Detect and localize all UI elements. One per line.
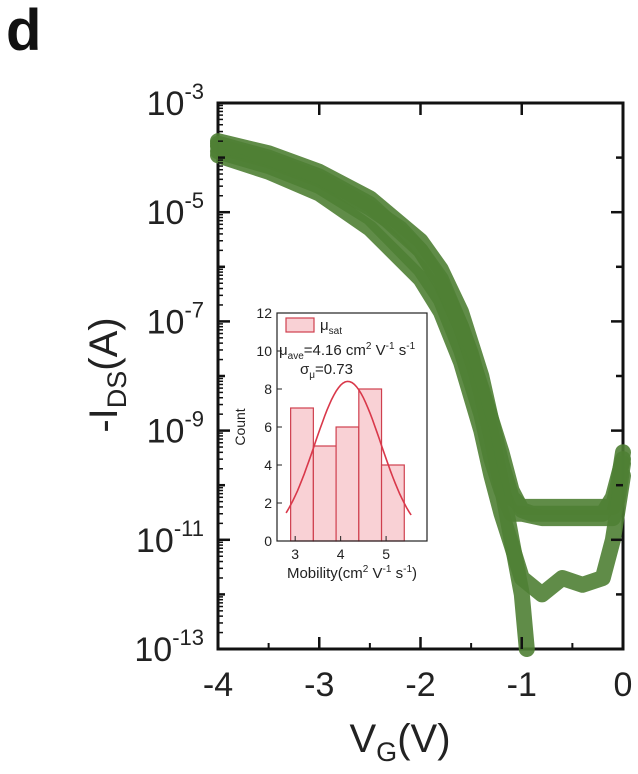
inset-y-tick-label: 6 xyxy=(264,419,272,435)
inset-y-tick-label: 0 xyxy=(264,533,272,549)
histogram-bar xyxy=(335,426,360,542)
main-y-ticks: 10-3 10-5 10-7 10-9 10-11 10-13 xyxy=(134,79,623,669)
main-x-ticks: -4 -3 -2 -1 0 xyxy=(203,103,633,704)
y-tick-label: 10-7 xyxy=(147,297,204,341)
inset-sigma-annotation: σμ=0.73 xyxy=(300,361,353,381)
x-tick-label: -2 xyxy=(405,666,435,704)
inset-y-tick-label: 8 xyxy=(264,381,272,397)
x-tick-label: -4 xyxy=(203,666,233,704)
x-tick-label: 0 xyxy=(614,666,633,704)
inset-y-tick-label: 12 xyxy=(256,305,272,321)
inset-y-ticks: 0 2 4 6 8 10 12 xyxy=(256,305,282,549)
inset-x-tick-label: 4 xyxy=(337,546,345,562)
inset-mean-annotation: μave=4.16 cm2 V-1 s-1 xyxy=(279,341,416,362)
main-curves xyxy=(210,133,631,657)
y-tick-label: 10-11 xyxy=(136,516,204,560)
y-tick-label: 10-5 xyxy=(147,188,204,232)
inset-x-axis-title: Mobility(cm2 V-1 s-1) xyxy=(287,564,417,582)
inset-gaussian-fit xyxy=(285,380,412,516)
transfer-curve xyxy=(210,135,535,657)
x-tick-label: -3 xyxy=(304,666,334,704)
y-tick-label: 10-9 xyxy=(147,407,204,451)
inset-x-tick-label: 3 xyxy=(291,546,299,562)
inset-y-tick-label: 4 xyxy=(264,457,272,473)
x-tick-label: -1 xyxy=(507,666,537,704)
main-plot: 10-3 10-5 10-7 10-9 10-11 10-13 -4 -3 -2 -1 0 xyxy=(134,79,632,704)
y-tick-label: 10-13 xyxy=(134,625,204,669)
inset-histogram: 0 2 4 6 8 10 12 3 4 5 Count Mobility(cm2 V-1 s-1… xyxy=(232,305,428,582)
inset-legend-swatch xyxy=(285,317,315,333)
x-axis-title: VG(V) xyxy=(349,717,450,767)
inset-y-tick-label: 2 xyxy=(264,495,272,511)
y-tick-label: 10-3 xyxy=(147,79,204,123)
histogram-bar xyxy=(312,445,337,542)
inset-bars xyxy=(290,388,405,542)
inset-y-axis-title: Count xyxy=(232,408,248,445)
y-axis-title: -IDS(A) xyxy=(82,317,132,432)
inset-legend-label: μsat xyxy=(320,317,342,337)
histogram-bar xyxy=(290,407,314,542)
inset-y-tick-label: 10 xyxy=(256,343,272,359)
panel-label: d xyxy=(6,0,41,63)
inset-x-ticks: 3 4 5 xyxy=(291,536,390,562)
inset-x-tick-label: 5 xyxy=(382,546,390,562)
